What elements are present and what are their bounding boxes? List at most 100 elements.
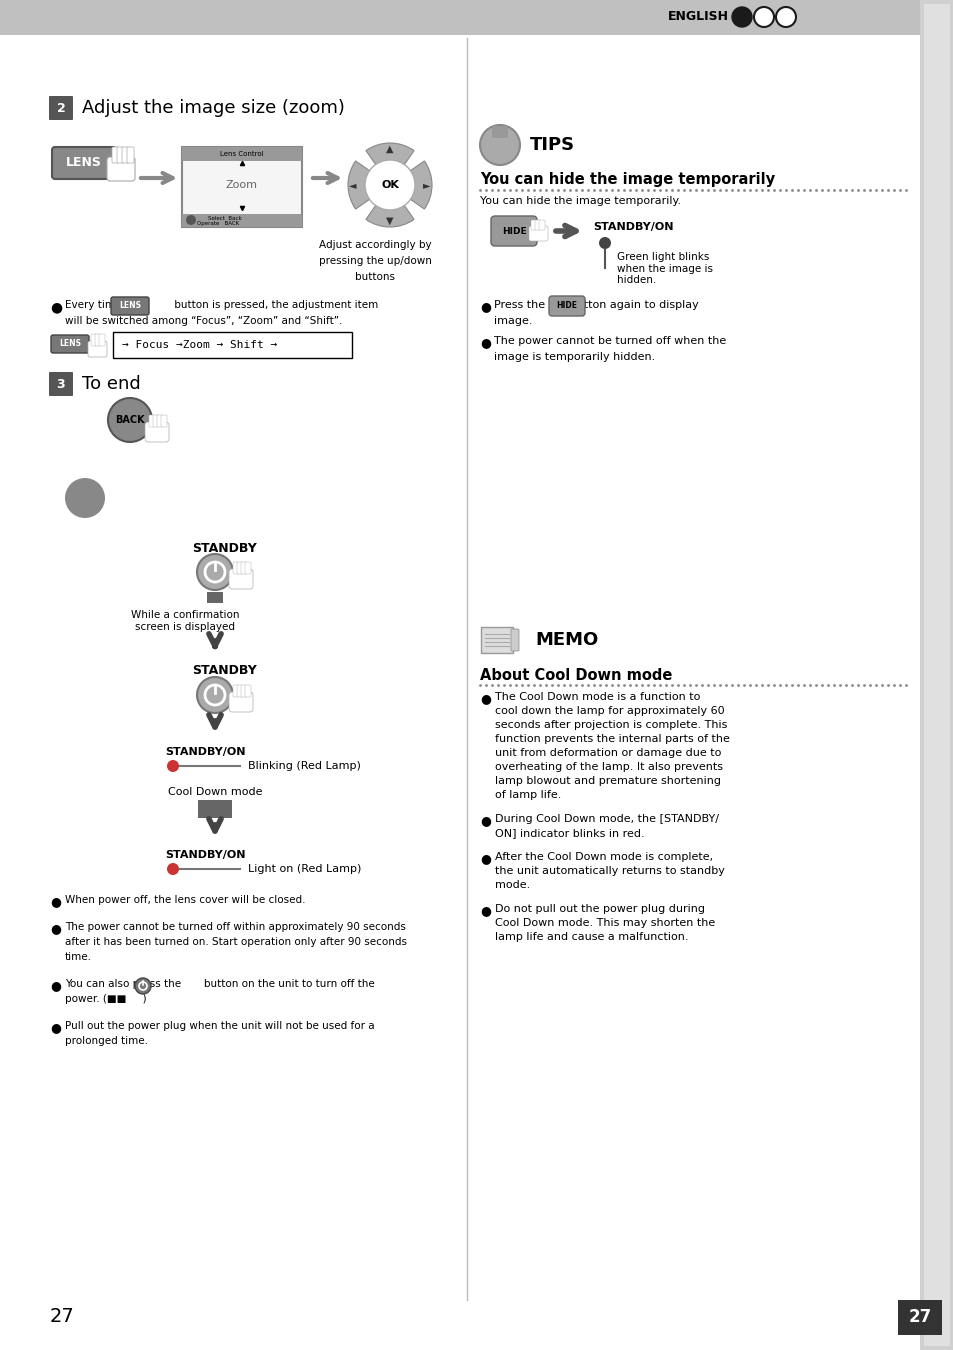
Text: Cool Down mode. This may shorten the: Cool Down mode. This may shorten the [495,918,715,927]
Text: Cool Down mode: Cool Down mode [168,787,262,796]
Text: The power cannot be turned off within approximately 90 seconds: The power cannot be turned off within ap… [65,922,405,931]
Text: While a confirmation
screen is displayed: While a confirmation screen is displayed [131,610,239,632]
FancyBboxPatch shape [241,684,247,697]
Text: TIPS: TIPS [530,136,575,154]
FancyBboxPatch shape [511,629,518,651]
FancyBboxPatch shape [111,297,149,315]
Text: pressing the up/down: pressing the up/down [318,256,431,266]
Text: → Focus →Zoom → Shift →: → Focus →Zoom → Shift → [122,340,277,350]
Text: ENGLISH: ENGLISH [667,11,728,23]
FancyBboxPatch shape [51,335,89,352]
FancyBboxPatch shape [236,562,243,574]
Text: Lens Control: Lens Control [220,151,264,157]
Text: power. (■■     ): power. (■■ ) [65,994,147,1004]
Text: ▼: ▼ [386,216,394,225]
Text: buttons: buttons [355,271,395,282]
FancyBboxPatch shape [0,0,919,35]
Text: 2: 2 [56,101,66,115]
FancyBboxPatch shape [245,684,251,697]
Text: BACK: BACK [115,414,145,425]
FancyBboxPatch shape [152,414,159,427]
Text: mode.: mode. [495,880,530,890]
Text: During Cool Down mode, the [STANDBY/: During Cool Down mode, the [STANDBY/ [495,814,719,824]
Text: Green light blinks
when the image is
hidden.: Green light blinks when the image is hid… [617,252,712,285]
Text: unit from deformation or damage due to: unit from deformation or damage due to [495,748,720,757]
Text: Every time the          button is pressed, the adjustment item: Every time the button is pressed, the ad… [65,300,377,310]
FancyBboxPatch shape [112,332,352,358]
Text: ●: ● [479,904,491,917]
Text: ▲: ▲ [386,144,394,154]
Text: To end: To end [82,375,141,393]
FancyBboxPatch shape [919,0,953,1350]
Text: lamp life and cause a malfunction.: lamp life and cause a malfunction. [495,931,688,942]
Circle shape [753,7,773,27]
Text: You can hide the image temporarily: You can hide the image temporarily [479,171,774,188]
FancyBboxPatch shape [127,147,133,163]
Text: MEMO: MEMO [535,630,598,649]
FancyBboxPatch shape [145,423,169,441]
FancyBboxPatch shape [480,626,513,653]
FancyBboxPatch shape [241,562,247,574]
Text: About Cool Down mode: About Cool Down mode [479,668,672,683]
Circle shape [65,478,105,518]
Text: You can hide the image temporarily.: You can hide the image temporarily. [479,196,680,207]
Text: ●: ● [50,979,61,992]
FancyBboxPatch shape [233,562,239,574]
Text: OK: OK [380,180,398,190]
Text: 3: 3 [56,378,65,390]
FancyBboxPatch shape [182,215,302,227]
FancyBboxPatch shape [538,220,544,230]
FancyBboxPatch shape [529,225,547,242]
FancyBboxPatch shape [236,684,243,697]
Text: 27: 27 [907,1308,931,1326]
Text: Press the       button again to display: Press the button again to display [494,300,698,310]
Text: ●: ● [479,336,491,350]
Text: Operate   BACK: Operate BACK [196,221,239,227]
Text: HIDE: HIDE [556,301,577,310]
FancyBboxPatch shape [99,333,105,346]
Text: will be switched among “Focus”, “Zoom” and “Shift”.: will be switched among “Focus”, “Zoom” a… [65,316,342,325]
Circle shape [598,238,610,248]
Text: HIDE: HIDE [501,227,526,235]
Text: function prevents the internal parts of the: function prevents the internal parts of … [495,734,729,744]
Text: seconds after projection is complete. This: seconds after projection is complete. Th… [495,720,726,730]
Circle shape [365,161,415,211]
FancyBboxPatch shape [149,414,154,427]
Circle shape [775,7,795,27]
FancyBboxPatch shape [88,342,107,356]
Text: STANDBY/ON: STANDBY/ON [165,747,245,757]
Text: ●: ● [479,693,491,705]
FancyBboxPatch shape [535,220,540,230]
FancyBboxPatch shape [897,1300,941,1335]
Text: STANDBY: STANDBY [193,663,257,676]
FancyBboxPatch shape [49,96,73,120]
Text: Adjust the image size (zoom): Adjust the image size (zoom) [82,99,345,117]
Text: You can also press the       button on the unit to turn off the: You can also press the button on the uni… [65,979,375,990]
FancyBboxPatch shape [548,296,584,316]
FancyBboxPatch shape [122,147,129,163]
Text: the unit automatically returns to standby: the unit automatically returns to standb… [495,865,724,876]
Circle shape [196,554,233,590]
Wedge shape [366,185,414,227]
FancyBboxPatch shape [182,147,302,161]
Text: ●: ● [50,300,62,315]
Text: The power cannot be turned off when the: The power cannot be turned off when the [494,336,725,346]
Text: ●: ● [50,922,61,936]
Text: ◄: ◄ [349,180,356,190]
Wedge shape [390,161,432,209]
Text: LENS: LENS [59,339,81,348]
Text: ON] indicator blinks in red.: ON] indicator blinks in red. [495,828,644,838]
FancyBboxPatch shape [198,801,232,818]
Wedge shape [366,143,414,185]
FancyBboxPatch shape [107,157,135,181]
FancyBboxPatch shape [531,220,537,230]
Text: When power off, the lens cover will be closed.: When power off, the lens cover will be c… [65,895,305,905]
FancyBboxPatch shape [112,147,119,163]
Wedge shape [348,161,390,209]
Text: LENS: LENS [66,157,102,170]
Text: ►: ► [423,180,431,190]
Circle shape [135,977,151,994]
Text: ●: ● [479,300,491,313]
Text: image is temporarily hidden.: image is temporarily hidden. [494,352,655,362]
Text: STANDBY/ON: STANDBY/ON [165,850,245,860]
